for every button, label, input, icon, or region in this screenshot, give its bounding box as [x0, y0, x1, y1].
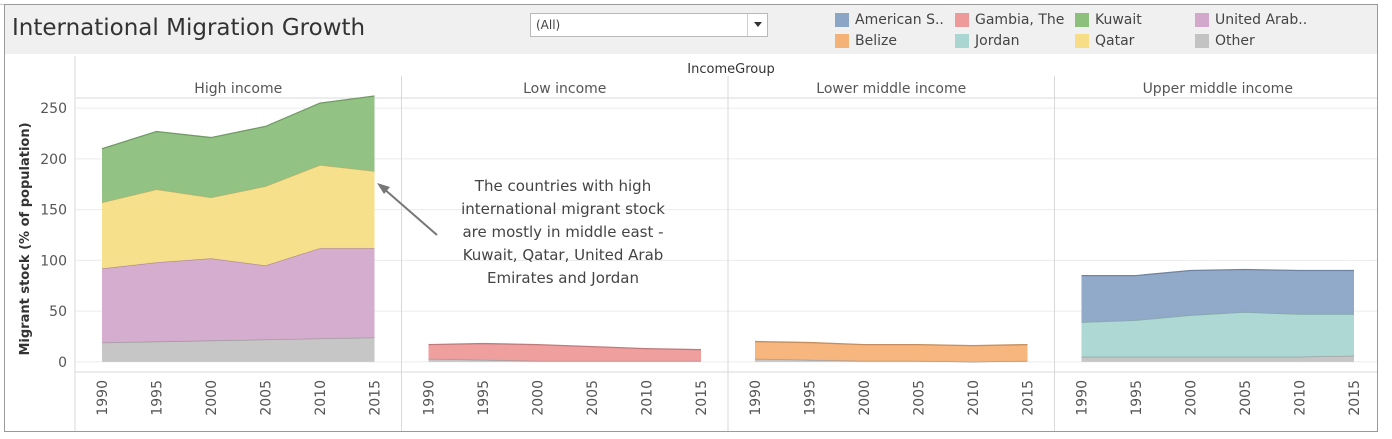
x-tick-label: 2005 [259, 380, 275, 416]
x-tick-label: 2000 [531, 380, 547, 416]
panel-header: Lower middle income [816, 81, 966, 97]
income-filter-dropdown[interactable]: (All) [530, 13, 768, 37]
legend-swatch [1195, 13, 1209, 27]
x-tick-label: 2010 [966, 380, 982, 416]
area-american-s- [1081, 269, 1354, 323]
y-tick-label: 50 [49, 304, 67, 320]
x-tick-label: 1995 [150, 380, 166, 416]
y-tick-label: 250 [40, 101, 67, 117]
annotation-text: Emirates and Jordan [487, 269, 639, 287]
area-other [755, 358, 1028, 362]
area-edge [1081, 268, 1354, 277]
x-tick-label: 1995 [476, 380, 492, 416]
chevron-down-icon [754, 22, 762, 27]
area-chart: IncomeGroup 0 50 100 150 200 250 Migrant stock … [18, 56, 1377, 431]
x-tick-label: 2005 [585, 380, 601, 416]
legend-label: Other [1215, 33, 1255, 49]
dropdown-button[interactable] [747, 14, 767, 36]
panel-header: Upper middle income [1143, 81, 1293, 97]
x-tick-label: 1990 [748, 380, 764, 416]
dashboard: International Migration Growth (All) Ame… [4, 4, 1378, 432]
x-tick-label: 2010 [640, 380, 656, 416]
y-axis-label: Migrant stock (% of population) [18, 122, 33, 355]
x-tick-label: 2005 [912, 380, 928, 416]
x-tick-label: 1995 [803, 380, 819, 416]
x-tick-label: 2010 [1293, 380, 1309, 416]
x-tick-label: 2000 [1184, 380, 1200, 416]
area-united-arab- [102, 248, 375, 343]
legend-label: Belize [855, 33, 897, 49]
filter-selected-value: (All) [536, 18, 561, 32]
legend-swatch [955, 34, 969, 48]
legend-swatch [1075, 34, 1089, 48]
area-jordan [1081, 312, 1354, 357]
y-tick-label: 0 [58, 355, 67, 371]
area-kuwait [102, 95, 375, 203]
annotation-text: international migrant stock [461, 200, 665, 218]
x-tick-label: 1990 [422, 380, 438, 416]
x-tick-label: 2010 [313, 380, 329, 416]
legend-swatch [835, 13, 849, 27]
area-other [102, 337, 375, 362]
arrowhead [377, 183, 390, 194]
area-edge [101, 95, 375, 150]
x-tick-label: 1990 [1075, 380, 1091, 416]
area-gambia-the [428, 343, 701, 361]
x-tick-label: 2005 [1238, 380, 1254, 416]
x-tick-label: 2015 [1021, 380, 1037, 416]
x-tick-label: 1990 [95, 380, 111, 416]
x-tick-label: 2000 [857, 380, 873, 416]
legend-label: Qatar [1095, 33, 1135, 49]
area-belize [755, 341, 1028, 362]
legend-label: Kuwait [1095, 12, 1142, 28]
column-group-header: IncomeGroup [687, 62, 774, 77]
annotation-text: Kuwait, Qatar, United Arab [463, 246, 664, 264]
x-tick-label: 2015 [1347, 380, 1363, 416]
legend-label: United Arab.. [1215, 12, 1308, 28]
legend-swatch [955, 13, 969, 27]
legend-swatch [835, 34, 849, 48]
area-edge [754, 340, 1028, 347]
y-tick-label: 100 [40, 253, 67, 269]
legend-swatch [1075, 13, 1089, 27]
x-tick-label: 2015 [368, 380, 384, 416]
legend-label: American S.. [855, 12, 944, 28]
y-tick-label: 200 [40, 152, 67, 168]
x-tick-label: 1995 [1129, 380, 1145, 416]
legend-label: Gambia, The [975, 12, 1065, 28]
panel-header: High income [194, 81, 282, 97]
annotation-arrow [382, 187, 438, 236]
area-edge [428, 342, 702, 351]
annotation-text: The countries with high [474, 177, 651, 195]
annotation-text: are mostly in middle east - [462, 223, 663, 241]
page-title: International Migration Growth [12, 15, 366, 41]
dashboard-header: International Migration Growth (All) Ame… [5, 5, 1377, 54]
legend-label: Jordan [975, 33, 1020, 49]
panel-header: Low income [523, 81, 606, 97]
x-tick-label: 2000 [204, 380, 220, 416]
x-tick-label: 2015 [694, 380, 710, 416]
area-qatar [102, 164, 375, 269]
legend-swatch [1195, 34, 1209, 48]
y-tick-label: 150 [40, 203, 67, 219]
